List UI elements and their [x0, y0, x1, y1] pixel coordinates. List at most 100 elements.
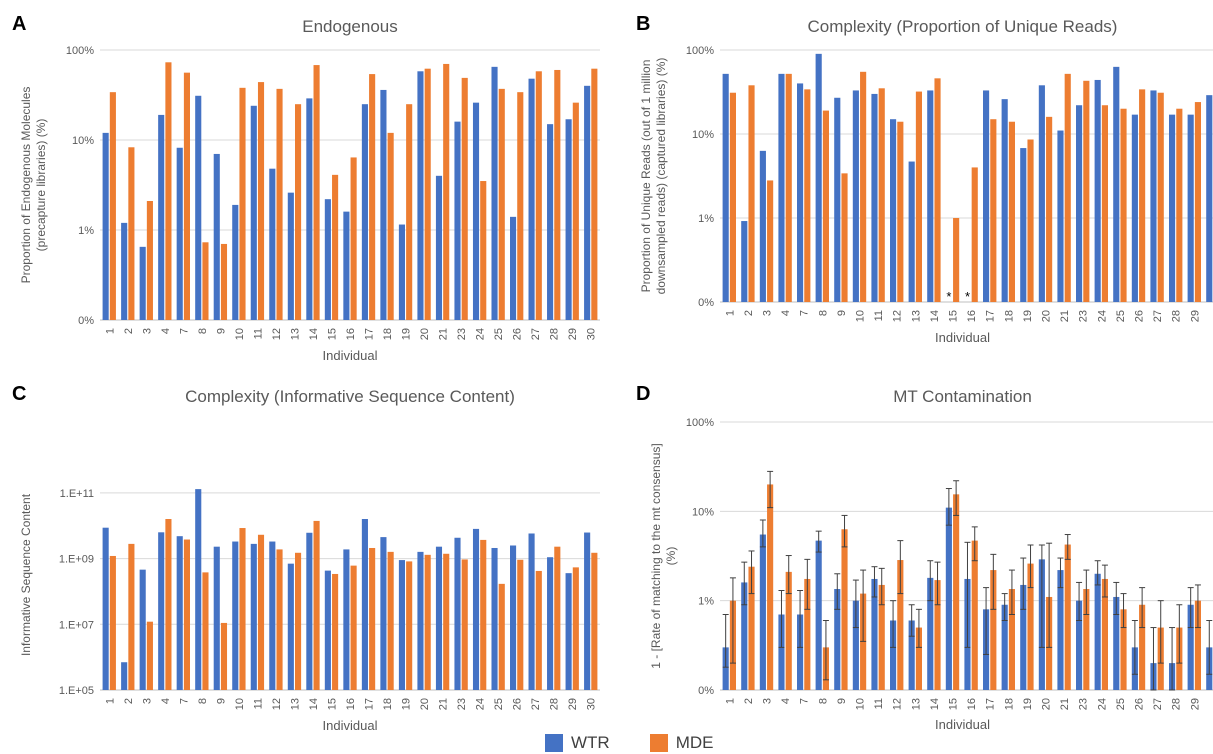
x-tick-label-d: 18 [1003, 698, 1015, 710]
bar-c-wtr-23 [454, 537, 461, 690]
bar-b-mde-18 [1008, 121, 1015, 302]
bar-c-wtr-14 [306, 532, 313, 690]
panel-letter-c: C [12, 383, 26, 405]
x-tick-label-b: 25 [1115, 310, 1127, 322]
x-tick-label-c: 18 [382, 698, 394, 710]
bar-b-mde-15 [953, 218, 960, 302]
bar-a-mde-9 [220, 243, 228, 320]
bar-b-wtr-14 [927, 90, 934, 303]
x-tick-label-d: 19 [1022, 698, 1034, 710]
x-tick-label-a: 2 [123, 328, 135, 334]
bar-a-mde-8 [202, 242, 209, 320]
x-tick-label-c: 4 [160, 698, 172, 704]
x-tick-label-a: 27 [530, 328, 542, 340]
bar-c-wtr-11 [250, 543, 257, 690]
bar-b-wtr-23 [1076, 105, 1083, 302]
chart-title-d: MT Contamination [893, 387, 1032, 406]
bar-c-wtr-25 [491, 547, 498, 690]
bar-c-wtr-28 [547, 557, 554, 690]
bar-d-mde-15 [953, 494, 960, 690]
x-tick-label-a: 19 [401, 328, 413, 340]
x-tick-label-b: 9 [836, 310, 848, 316]
panel-letter-a: A [12, 13, 26, 35]
bar-a-wtr-17 [361, 104, 368, 321]
bar-b-mde-10 [860, 71, 867, 302]
chart-title-c: Complexity (Informative Sequence Content… [185, 387, 515, 406]
bar-a-mde-14 [313, 65, 320, 321]
chart-title-a: Endogenous [302, 17, 397, 36]
bar-a-wtr-21 [435, 175, 443, 320]
x-axis-label-a: Individual [323, 348, 378, 363]
bar-d-wtr-21 [1057, 570, 1064, 690]
bar-b-mde-23 [1083, 80, 1090, 302]
bar-a-wtr-28 [547, 124, 554, 320]
x-tick-label-d: 28 [1171, 698, 1183, 710]
x-tick-label-d: 20 [1041, 698, 1053, 710]
bar-c-wtr-30 [584, 532, 591, 690]
bar-c-wtr-16 [343, 549, 350, 690]
bar-a-mde-21 [443, 63, 450, 321]
bar-d-mde-19 [1027, 563, 1034, 690]
x-tick-label-c: 21 [438, 698, 450, 710]
bar-c-mde-19 [406, 561, 413, 690]
x-tick-label-d: 17 [985, 698, 997, 710]
bar-b-wtr-2 [741, 221, 748, 302]
x-tick-label-d: 14 [929, 698, 941, 710]
bar-d-mde-29 [1194, 600, 1201, 690]
x-tick-label-a: 12 [271, 328, 283, 340]
x-tick-label-b: 24 [1096, 310, 1108, 322]
x-tick-label-a: 3 [141, 328, 153, 334]
bar-a-mde-4 [165, 62, 172, 321]
bar-d-wtr-8 [815, 540, 822, 690]
x-tick-label-c: 1 [104, 698, 116, 704]
bar-b-mde-9 [841, 173, 848, 302]
x-tick-label-b: 8 [817, 310, 829, 316]
x-tick-label-a: 9 [215, 328, 227, 334]
bar-c-wtr-3 [139, 569, 146, 690]
bar-d-mde-26 [1139, 604, 1146, 690]
legend-item-wtr: WTR [545, 733, 610, 753]
bar-d-wtr-13 [908, 620, 915, 690]
x-tick-label-c: 16 [345, 698, 357, 710]
bar-c-wtr-8 [195, 489, 202, 690]
x-tick-label-b: 20 [1041, 310, 1053, 322]
x-tick-label-b: 3 [762, 310, 774, 316]
annotation-asterisk-b: * [946, 289, 951, 304]
bar-d-wtr-12 [890, 620, 897, 690]
bar-c-wtr-2 [121, 662, 128, 690]
bar-a-mde-17 [369, 74, 376, 320]
x-tick-label-a: 30 [586, 328, 598, 340]
bar-d-mde-13 [915, 627, 922, 690]
bar-c-wtr-4 [158, 532, 165, 690]
legend-swatch-mde [649, 734, 668, 752]
bar-a-mde-23 [461, 77, 468, 320]
x-tick-label-b: 10 [855, 310, 867, 322]
bar-b-wtr-28 [1169, 114, 1176, 302]
bar-a-wtr-18 [380, 89, 387, 321]
x-tick-label-d: 1 [724, 698, 736, 704]
x-tick-label-a: 20 [419, 328, 431, 340]
x-tick-label-a: 1 [104, 328, 116, 334]
bar-d-wtr-25 [1113, 596, 1120, 690]
bar-a-mde-29 [572, 102, 579, 320]
bar-b-mde-11 [878, 88, 885, 303]
bar-b-mde-8 [822, 110, 829, 303]
y-tick-label-d: 10% [692, 506, 714, 518]
x-tick-label-c: 9 [215, 698, 227, 704]
bar-a-wtr-1 [102, 132, 109, 320]
bar-d-mde-16 [971, 540, 978, 690]
x-tick-label-c: 20 [419, 698, 431, 710]
x-tick-label-c: 27 [530, 698, 542, 710]
x-tick-label-d: 2 [743, 698, 755, 704]
bar-d-mde-9 [841, 529, 848, 690]
x-tick-label-d: 25 [1115, 698, 1127, 710]
bar-a-wtr-10 [232, 204, 239, 320]
bar-a-mde-28 [554, 69, 561, 320]
bar-b-mde-25 [1120, 108, 1127, 303]
x-tick-label-a: 15 [326, 328, 338, 340]
y-tick-label-a: 100% [66, 45, 94, 57]
x-tick-label-c: 10 [234, 698, 246, 710]
bar-c-wtr-13 [287, 563, 294, 690]
bar-c-wtr-21 [435, 546, 443, 690]
bar-b-wtr-21 [1057, 130, 1064, 302]
